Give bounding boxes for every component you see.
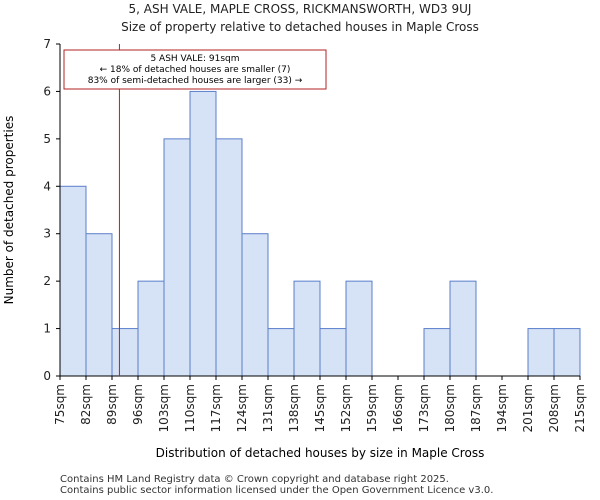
- bar-180sqm: [449, 280, 477, 377]
- x-tick-label-208sqm: 208sqm: [547, 384, 561, 432]
- y-tick-label-7: 7: [43, 37, 51, 51]
- x-tick-label-89sqm: 89sqm: [105, 384, 119, 425]
- x-tick-label-187sqm: 187sqm: [469, 384, 483, 432]
- x-tick-label-82sqm: 82sqm: [79, 384, 93, 425]
- bar-201sqm: [527, 328, 555, 377]
- x-tick-label-96sqm: 96sqm: [131, 384, 145, 425]
- x-axis-label: Distribution of detached houses by size …: [156, 446, 485, 460]
- x-tick-label-194sqm: 194sqm: [495, 384, 509, 432]
- x-tick-label-75sqm: 75sqm: [53, 384, 67, 425]
- bar-96sqm: [137, 280, 165, 377]
- x-tick-label-131sqm: 131sqm: [261, 384, 275, 432]
- x-tick-label-138sqm: 138sqm: [287, 384, 301, 432]
- bar-124sqm: [241, 233, 269, 377]
- x-tick-label-159sqm: 159sqm: [365, 384, 379, 432]
- y-tick-label-0: 0: [43, 369, 51, 383]
- bar-138sqm: [293, 280, 321, 377]
- x-tick-label-166sqm: 166sqm: [391, 384, 405, 432]
- bar-131sqm: [267, 328, 295, 377]
- bar-145sqm: [319, 328, 347, 377]
- chart-title: 5, ASH VALE, MAPLE CROSS, RICKMANSWORTH,…: [128, 2, 472, 16]
- x-tick-label-201sqm: 201sqm: [521, 384, 535, 432]
- x-tick-label-110sqm: 110sqm: [183, 384, 197, 432]
- bar-208sqm: [553, 328, 581, 377]
- bar-110sqm: [189, 90, 217, 377]
- x-tick-label-117sqm: 117sqm: [209, 384, 223, 432]
- y-tick-label-4: 4: [43, 179, 51, 193]
- annotation-line-3: 83% of semi-detached houses are larger (…: [88, 76, 303, 86]
- x-tick-label-173sqm: 173sqm: [417, 384, 431, 432]
- footer-line-2: Contains public sector information licen…: [60, 485, 494, 496]
- x-tick-label-124sqm: 124sqm: [235, 384, 249, 432]
- footer-line-1: Contains HM Land Registry data © Crown c…: [60, 474, 449, 485]
- bar-152sqm: [345, 280, 373, 377]
- bar-75sqm: [59, 185, 87, 377]
- bar-89sqm: [111, 328, 139, 377]
- y-tick-label-6: 6: [43, 84, 51, 98]
- bar-117sqm: [215, 138, 243, 377]
- x-tick-label-215sqm: 215sqm: [573, 384, 587, 432]
- annotation-line-1: 5 ASH VALE: 91sqm: [150, 54, 239, 64]
- x-tick-label-145sqm: 145sqm: [313, 384, 327, 432]
- y-axis-label: Number of detached properties: [2, 116, 16, 305]
- annotation-box: [63, 49, 327, 90]
- annotation-line-2: ← 18% of detached houses are smaller (7): [100, 65, 291, 75]
- x-tick-label-152sqm: 152sqm: [339, 384, 353, 432]
- y-tick-label-5: 5: [43, 132, 51, 146]
- x-tick-label-180sqm: 180sqm: [443, 384, 457, 432]
- bar-82sqm: [85, 233, 113, 377]
- y-tick-label-1: 1: [43, 322, 51, 336]
- chart-subtitle: Size of property relative to detached ho…: [121, 20, 479, 34]
- y-tick-label-3: 3: [43, 227, 51, 241]
- bar-173sqm: [423, 328, 451, 377]
- y-tick-label-2: 2: [43, 274, 51, 288]
- x-tick-label-103sqm: 103sqm: [157, 384, 171, 432]
- bar-103sqm: [163, 138, 191, 377]
